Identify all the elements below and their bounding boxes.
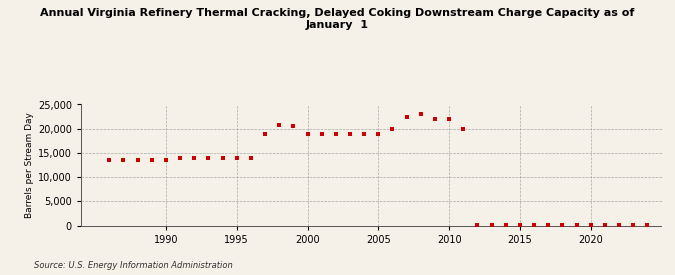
- Point: [571, 222, 582, 227]
- Point: [486, 222, 497, 227]
- Point: [472, 222, 483, 227]
- Text: Annual Virginia Refinery Thermal Cracking, Delayed Coking Downstream Charge Capa: Annual Virginia Refinery Thermal Crackin…: [40, 8, 634, 30]
- Point: [642, 222, 653, 227]
- Text: Source: U.S. Energy Information Administration: Source: U.S. Energy Information Administ…: [34, 260, 232, 270]
- Point: [415, 112, 426, 116]
- Point: [132, 158, 143, 162]
- Point: [628, 222, 639, 227]
- Point: [104, 158, 115, 162]
- Point: [401, 114, 412, 119]
- Point: [302, 131, 313, 136]
- Point: [387, 126, 398, 131]
- Point: [118, 158, 129, 162]
- Point: [161, 158, 171, 162]
- Point: [514, 222, 525, 227]
- Point: [359, 131, 370, 136]
- Point: [373, 131, 383, 136]
- Point: [331, 131, 342, 136]
- Point: [203, 156, 214, 160]
- Point: [543, 222, 554, 227]
- Point: [458, 126, 468, 131]
- Point: [443, 117, 454, 121]
- Point: [274, 123, 285, 128]
- Point: [585, 222, 596, 227]
- Point: [345, 131, 356, 136]
- Point: [260, 131, 271, 136]
- Y-axis label: Barrels per Stream Day: Barrels per Stream Day: [25, 112, 34, 218]
- Point: [146, 158, 157, 162]
- Point: [288, 124, 299, 128]
- Point: [529, 222, 539, 227]
- Point: [175, 156, 186, 160]
- Point: [599, 222, 610, 227]
- Point: [557, 222, 568, 227]
- Point: [189, 156, 200, 160]
- Point: [232, 156, 242, 160]
- Point: [317, 131, 327, 136]
- Point: [217, 156, 228, 160]
- Point: [500, 222, 511, 227]
- Point: [429, 117, 440, 121]
- Point: [614, 222, 624, 227]
- Point: [246, 156, 256, 160]
